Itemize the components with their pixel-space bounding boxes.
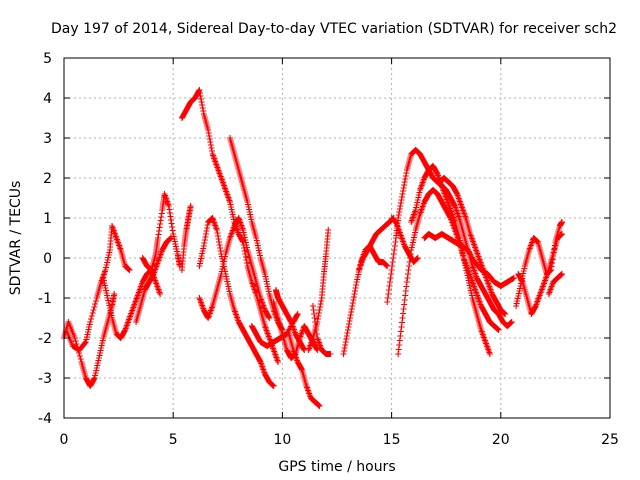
data-point: [508, 319, 515, 325]
data-point: [502, 311, 509, 317]
y-tick-label: 2: [43, 171, 52, 187]
data-point: [316, 403, 323, 409]
series-arc-2: [63, 223, 133, 353]
data-point: [486, 351, 493, 357]
y-tick-label: 0: [43, 251, 52, 267]
tick-labels: 0 5 10 15 20 25 -4 -3 -2 -1 0 1 2 3 4 5: [38, 51, 619, 448]
series-arc-9: [196, 215, 273, 321]
data-point: [76, 353, 83, 359]
data-point: [77, 356, 84, 362]
data-point: [87, 319, 94, 325]
data-points: [61, 87, 565, 409]
data-point: [294, 311, 301, 317]
axis-ticks: [63, 57, 611, 419]
series-arc-4: [139, 191, 183, 273]
chart-title: Day 197 of 2014, Sidereal Day-to-day VTE…: [51, 21, 617, 37]
data-point: [89, 310, 96, 316]
data-point: [558, 231, 565, 237]
data-point: [187, 203, 194, 209]
data-point: [495, 327, 502, 333]
series-arc-17: [340, 243, 391, 357]
series-arc-3: [100, 267, 164, 341]
x-tick-label: 20: [492, 432, 510, 448]
series-arc-7: [178, 87, 282, 365]
y-tick-label: -1: [38, 291, 52, 307]
data-point: [82, 340, 89, 346]
data-point: [558, 271, 565, 277]
y-tick-label: 5: [43, 51, 52, 67]
series-arc-5: [133, 235, 175, 325]
y-axis-label: SDTVAR / TECUs: [8, 181, 24, 296]
y-tick-label: 4: [43, 91, 52, 107]
x-axis-label: GPS time / hours: [278, 459, 395, 475]
series-arc-14: [272, 287, 308, 353]
data-point: [266, 315, 273, 321]
y-tick-label: -3: [38, 371, 52, 387]
y-tick-label: -2: [38, 331, 52, 347]
y-tick-label: 3: [43, 131, 52, 147]
data-point: [91, 304, 98, 310]
series-arc-8: [196, 215, 277, 389]
x-tick-label: 10: [273, 432, 291, 448]
x-tick-label: 25: [601, 432, 619, 448]
series-arc-21: [408, 163, 493, 357]
data-point: [92, 298, 99, 304]
series-arc-6: [178, 203, 194, 273]
data-point: [558, 219, 565, 225]
series-arc-24: [436, 175, 509, 317]
x-tick-label: 15: [383, 432, 401, 448]
data-point: [88, 316, 95, 322]
x-tick-label: 0: [60, 432, 69, 448]
data-point: [275, 359, 282, 365]
data-point: [325, 227, 332, 233]
data-point: [111, 291, 118, 297]
series-arc-27: [545, 271, 565, 297]
series-arc-26: [515, 231, 565, 317]
x-tick-label: 5: [169, 432, 178, 448]
y-tick-label: 1: [43, 211, 52, 227]
data-point: [414, 255, 421, 261]
grid-lines: [64, 58, 610, 418]
plot-frame: [63, 57, 611, 419]
series-arc-13: [285, 331, 323, 409]
data-point: [327, 351, 334, 357]
y-tick-label: -4: [38, 411, 52, 427]
data-point: [510, 275, 517, 281]
data-point: [270, 383, 277, 389]
series-arc-16: [309, 303, 334, 357]
series-arc-1: [61, 291, 118, 389]
series-arc-15: [305, 227, 332, 353]
series-arc-18: [355, 215, 397, 273]
data-point: [71, 335, 78, 341]
series-arc-20: [395, 187, 502, 357]
data-point: [168, 235, 175, 241]
data-point: [92, 301, 99, 307]
data-point: [126, 267, 133, 273]
data-point: [90, 307, 97, 313]
data-point: [157, 291, 164, 297]
data-point: [72, 338, 79, 344]
series-arc-23: [388, 215, 421, 265]
series-arc-10: [226, 135, 286, 333]
data-point: [88, 313, 95, 319]
